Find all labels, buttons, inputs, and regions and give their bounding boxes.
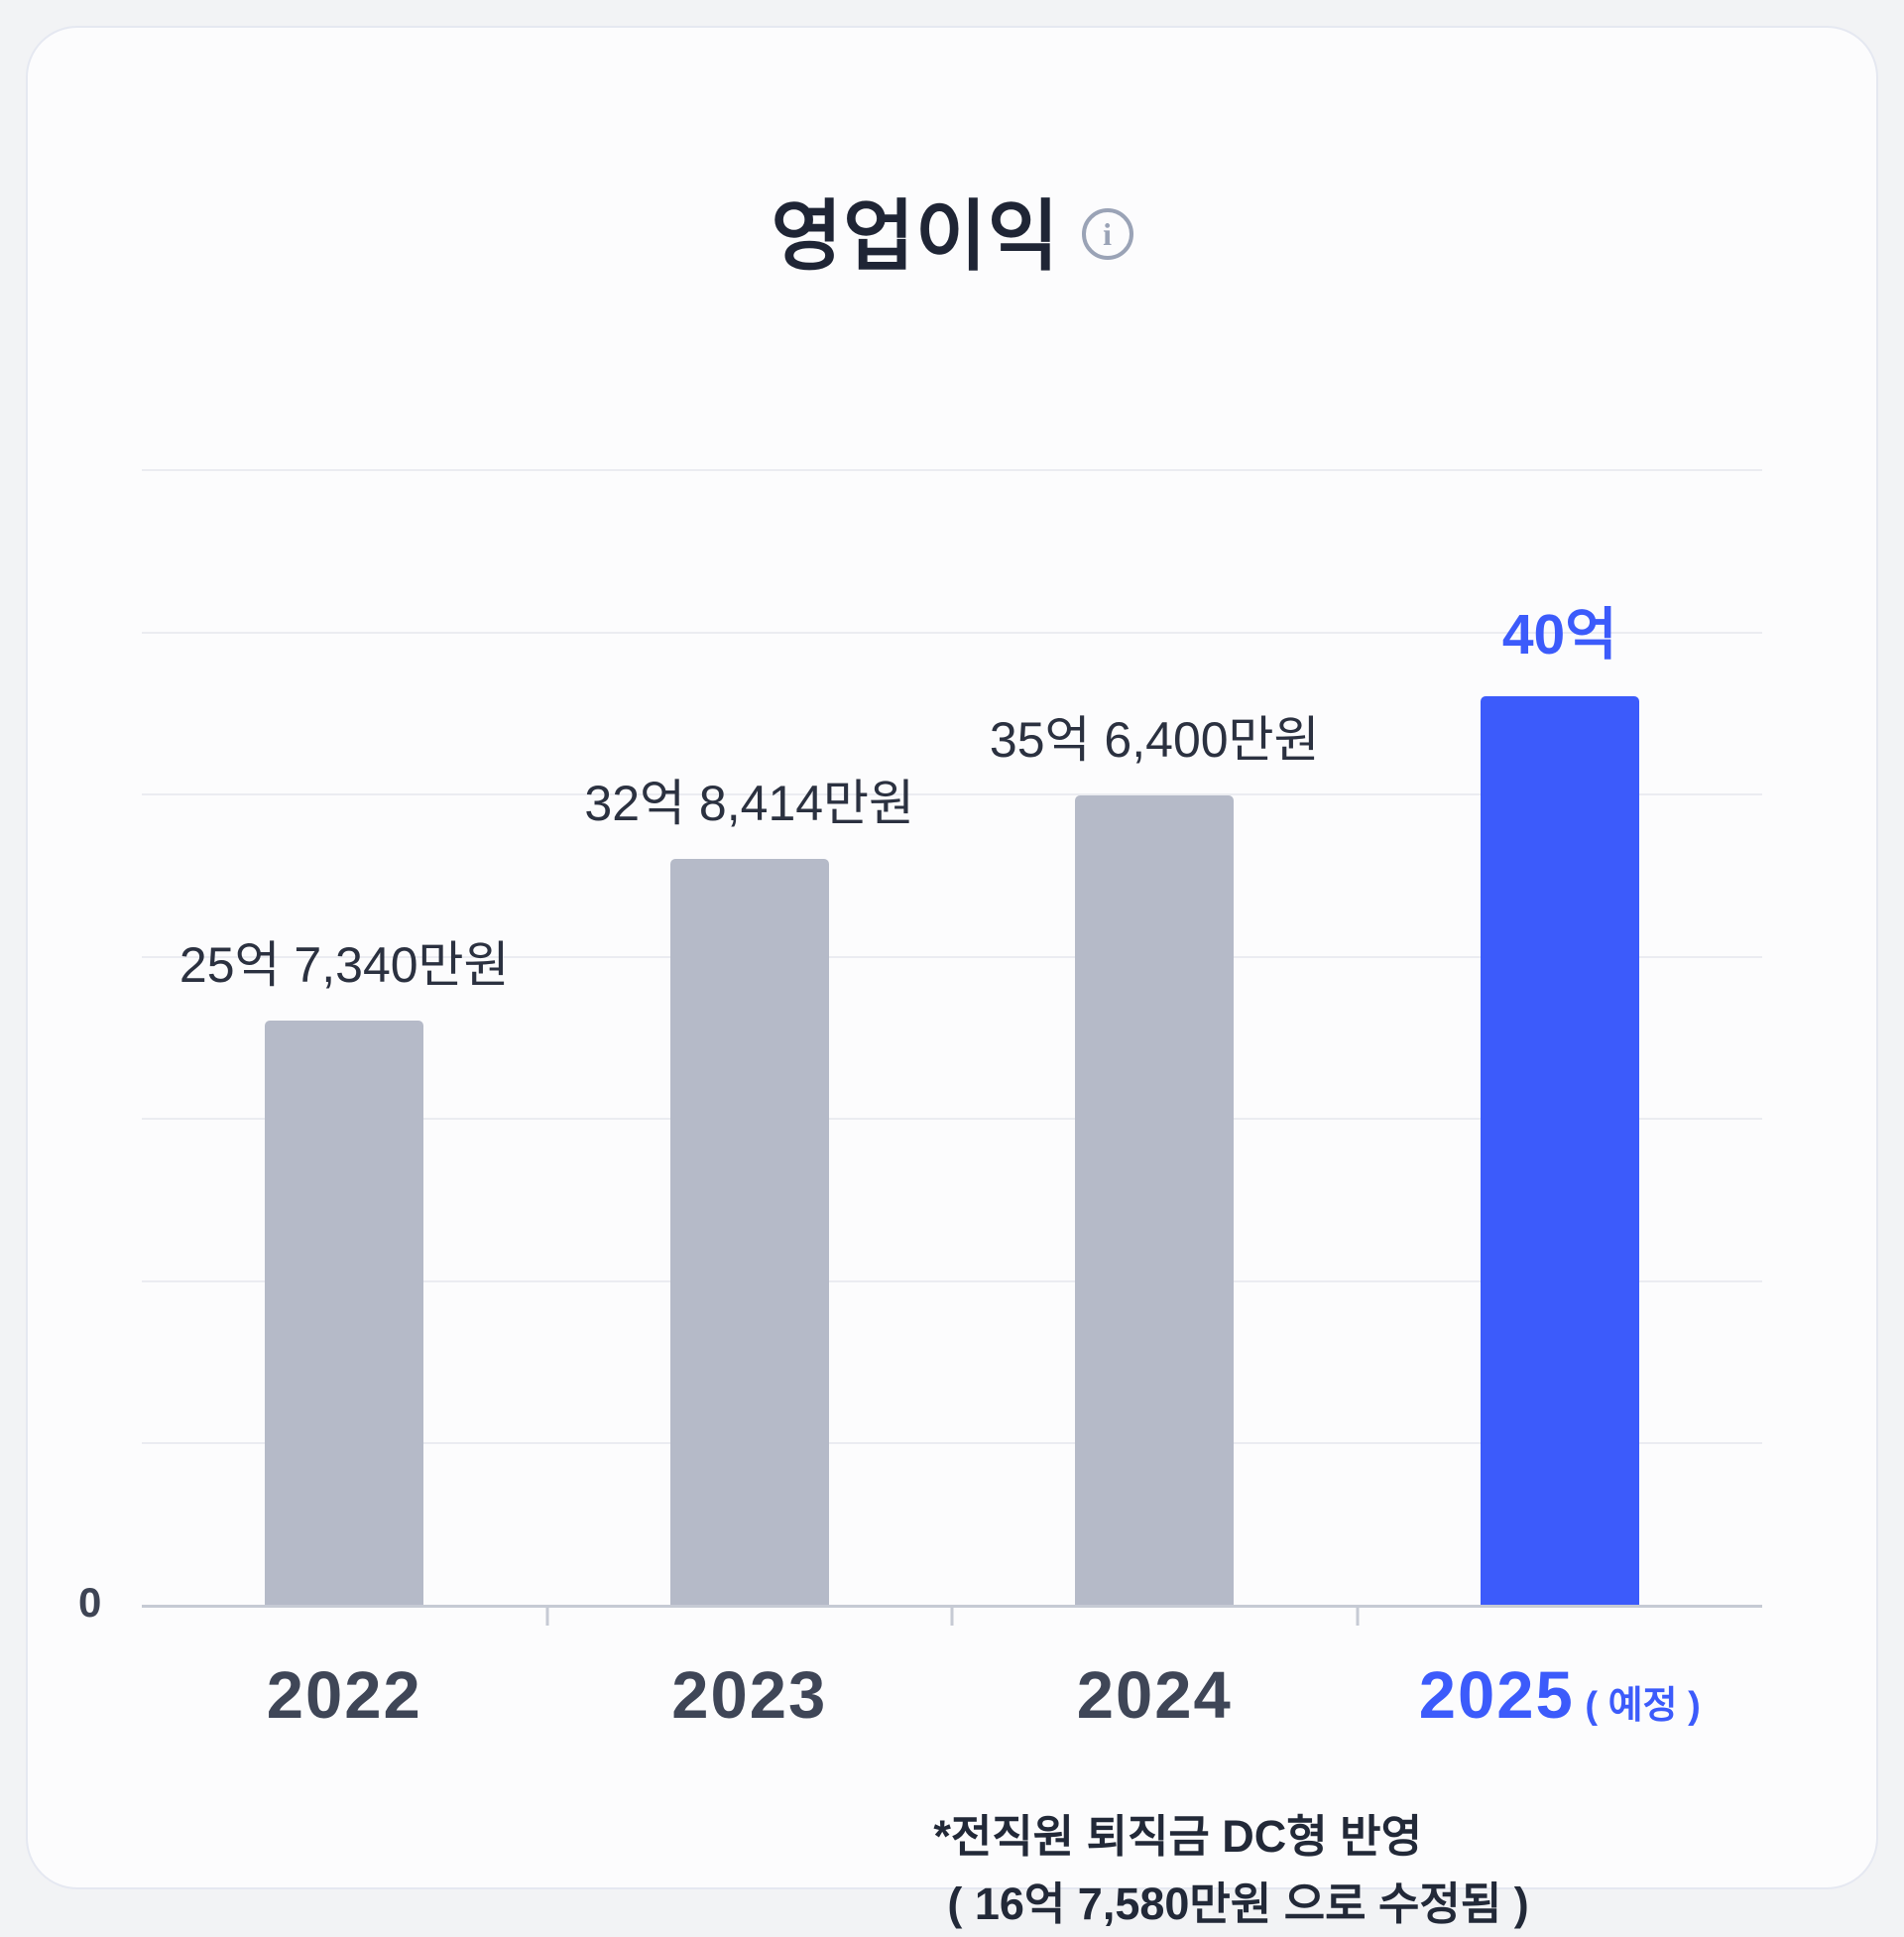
chart-header: 영업이익 i <box>28 28 1876 286</box>
bar-2025 <box>1481 696 1639 1605</box>
chart-title: 영업이익 <box>771 175 1059 286</box>
x-axis-tick <box>1356 1608 1359 1626</box>
bar-value-label-2022: 25억 7,340만원 <box>179 925 510 997</box>
bar-value-label-2024: 35억 6,400만원 <box>990 700 1320 772</box>
footnote: *전직원 퇴직금 DC형 반영 ( 16억 7,580만원 으로 수정됨 ) <box>933 1803 1876 1937</box>
info-icon[interactable]: i <box>1082 208 1133 260</box>
x-axis-label-suffix: ( 예정 ) <box>1575 1685 1701 1727</box>
x-axis-label-2025: 2025 ( 예정 ) <box>1358 1608 1763 1734</box>
bar-2024 <box>1075 795 1234 1605</box>
y-axis-zero-label: 0 <box>78 1579 101 1627</box>
footnote-line-2: ( 16억 7,580만원 으로 수정됨 ) <box>933 1871 1876 1937</box>
bar-2022 <box>265 1021 423 1605</box>
x-axis-label-2023: 2023 <box>547 1608 953 1734</box>
gridline <box>142 469 1762 471</box>
x-axis-label-2024: 2024 <box>952 1608 1358 1734</box>
bar-value-label-2025: 40억 <box>1502 589 1617 670</box>
x-axis-tick <box>951 1608 954 1626</box>
bar-value-label-2023: 32억 8,414만원 <box>584 764 914 835</box>
footnote-line-1: *전직원 퇴직금 DC형 반영 <box>933 1803 1876 1871</box>
x-axis-label-2022: 2022 <box>142 1608 547 1734</box>
x-axis-tick <box>545 1608 548 1626</box>
bar-2023 <box>670 859 829 1605</box>
chart-card: 영업이익 i 0 25억 7,340만원 32억 8,414만원 35억 6,400… <box>26 26 1878 1889</box>
